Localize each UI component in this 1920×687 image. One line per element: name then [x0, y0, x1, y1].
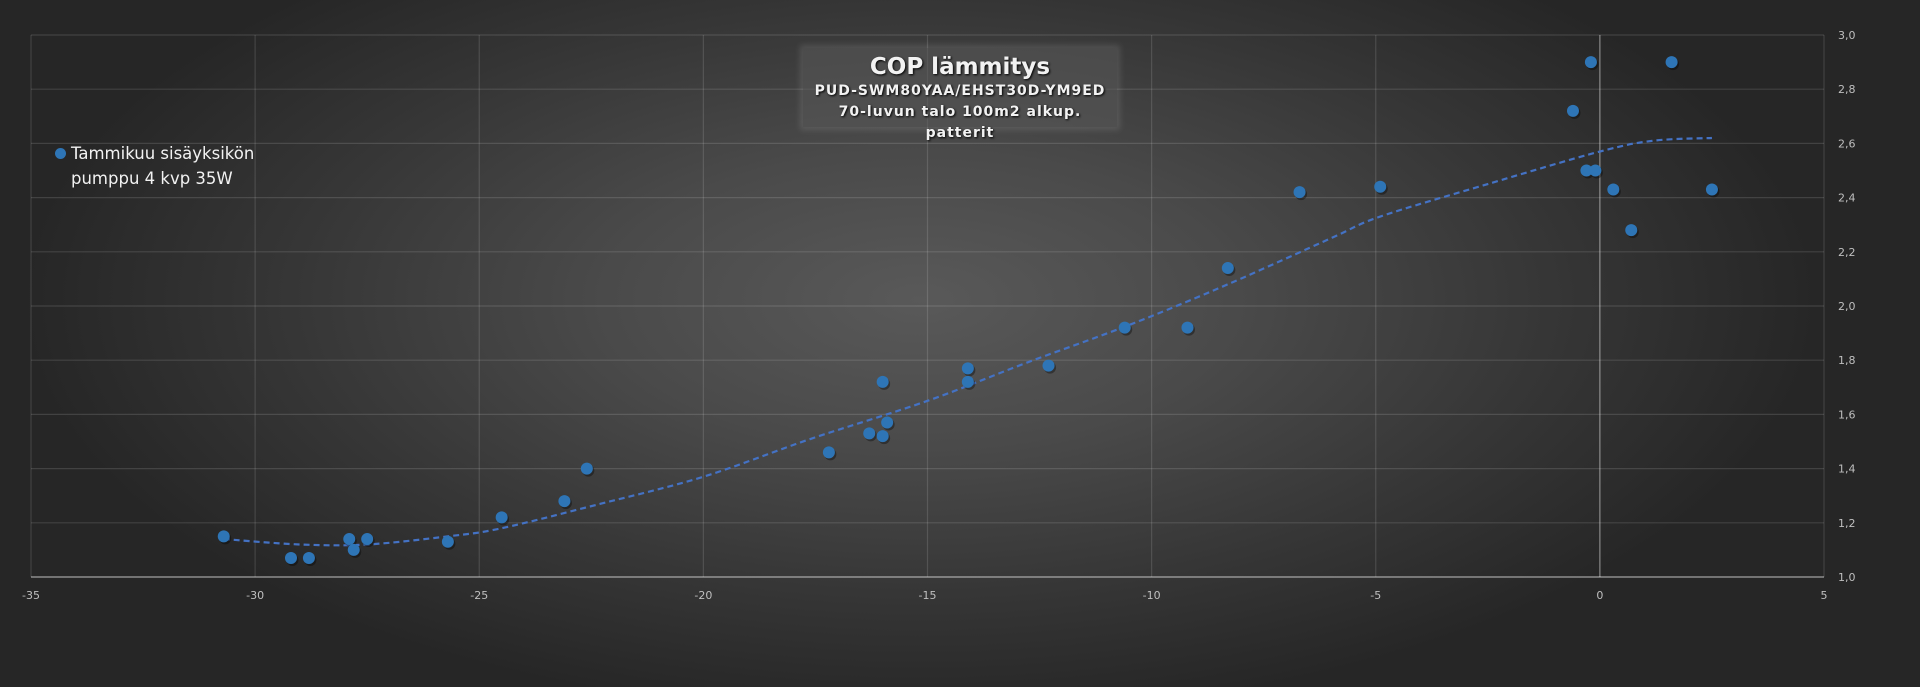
data-point [1293, 186, 1306, 199]
data-point [961, 362, 974, 375]
chart-title-box: COP lämmitys PUD-SWM80YAA/EHST30D-YM9ED … [803, 48, 1117, 141]
y-tick-label: 1,2 [1838, 517, 1856, 530]
x-tick-label: 0 [1596, 589, 1603, 602]
x-tick-label: -15 [919, 589, 937, 602]
data-point [961, 375, 974, 388]
data-point [1625, 224, 1638, 237]
data-point [217, 530, 230, 543]
data-point [1042, 359, 1055, 372]
data-point [863, 427, 876, 440]
x-tick-label: 5 [1821, 589, 1828, 602]
chart-subtitle-house: 70-luvun talo 100m2 alkup. patterit [838, 104, 1082, 141]
trendline [223, 136, 1712, 547]
y-tick-label: 1,8 [1838, 354, 1856, 367]
gridlines [30, 34, 1825, 578]
x-tick-label: -10 [1143, 589, 1161, 602]
data-point [1566, 104, 1579, 117]
data-point [1584, 56, 1597, 69]
data-point [580, 462, 593, 475]
data-point [495, 511, 508, 524]
x-axis-tick-labels: -35 -30 -25 -20 -15 -10 -5 0 5 [22, 589, 1827, 602]
data-point [876, 375, 889, 388]
data-point [822, 446, 835, 459]
data-point [1221, 262, 1234, 275]
y-tick-label: 2,4 [1838, 192, 1856, 205]
data-point [1118, 321, 1131, 334]
data-point [347, 543, 360, 556]
legend-marker-icon [55, 148, 66, 159]
chart-subtitle-model: PUD-SWM80YAA/EHST30D-YM9ED [814, 83, 1106, 99]
y-tick-label: 3,0 [1838, 29, 1856, 42]
legend: Tammikuu sisäyksikön pumppu 4 kvp 35W [55, 141, 271, 191]
data-point [1665, 56, 1678, 69]
y-tick-label: 2,0 [1838, 300, 1856, 313]
data-point [1181, 321, 1194, 334]
data-point [876, 430, 889, 443]
data-points [217, 56, 1720, 567]
legend-label: Tammikuu sisäyksikön pumppu 4 kvp 35W [71, 144, 255, 188]
data-point [1580, 164, 1593, 177]
data-point [343, 533, 356, 546]
x-tick-label: -25 [470, 589, 488, 602]
data-point [441, 535, 454, 548]
data-point [1589, 164, 1602, 177]
data-point [558, 495, 571, 508]
y-axis-tick-labels: 1,0 1,2 1,4 1,6 1,8 2,0 2,2 2,4 2,6 2,8 3,0 [1838, 29, 1856, 584]
y-tick-label: 1,0 [1838, 571, 1856, 584]
chart-title: COP lämmitys [869, 54, 1051, 80]
data-point [361, 533, 374, 546]
y-tick-label: 1,4 [1838, 463, 1856, 476]
data-point [1705, 183, 1718, 196]
data-point [881, 416, 894, 429]
data-point [284, 552, 297, 565]
x-tick-label: -35 [22, 589, 40, 602]
polynomial-trendline [223, 136, 1712, 547]
data-point [1607, 183, 1620, 196]
data-point [1374, 180, 1387, 193]
y-tick-label: 1,6 [1838, 408, 1856, 421]
y-tick-label: 2,2 [1838, 246, 1856, 259]
x-tick-label: -5 [1370, 589, 1381, 602]
y-tick-label: 2,6 [1838, 137, 1856, 150]
y-tick-label: 2,8 [1838, 83, 1856, 96]
x-tick-label: -20 [694, 589, 712, 602]
x-tick-label: -30 [246, 589, 264, 602]
data-point [302, 552, 315, 565]
